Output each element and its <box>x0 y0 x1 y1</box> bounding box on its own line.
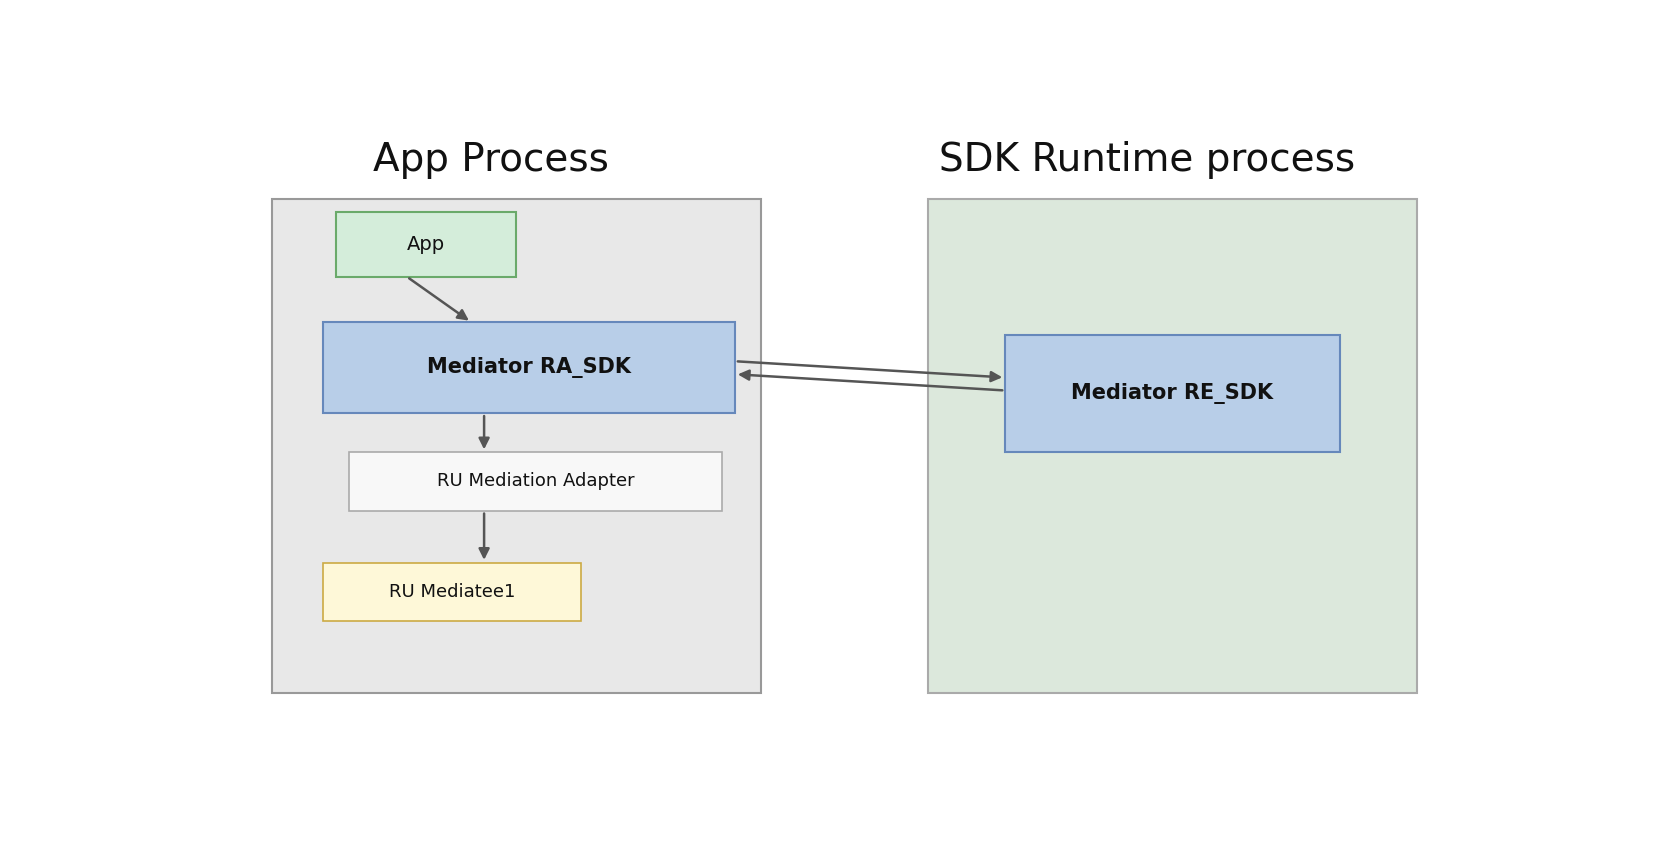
FancyBboxPatch shape <box>337 212 516 277</box>
Text: App: App <box>407 235 445 254</box>
FancyBboxPatch shape <box>928 198 1418 693</box>
Text: RU Mediatee1: RU Mediatee1 <box>388 583 515 601</box>
Text: Mediator RA_SDK: Mediator RA_SDK <box>427 357 631 378</box>
FancyBboxPatch shape <box>324 322 735 414</box>
FancyBboxPatch shape <box>1006 335 1340 452</box>
FancyBboxPatch shape <box>272 198 760 693</box>
Text: RU Mediation Adapter: RU Mediation Adapter <box>437 473 634 490</box>
Text: SDK Runtime process: SDK Runtime process <box>938 141 1355 179</box>
Text: App Process: App Process <box>372 141 609 179</box>
FancyBboxPatch shape <box>324 563 581 621</box>
Text: Mediator RE_SDK: Mediator RE_SDK <box>1071 383 1273 404</box>
FancyBboxPatch shape <box>349 452 722 511</box>
